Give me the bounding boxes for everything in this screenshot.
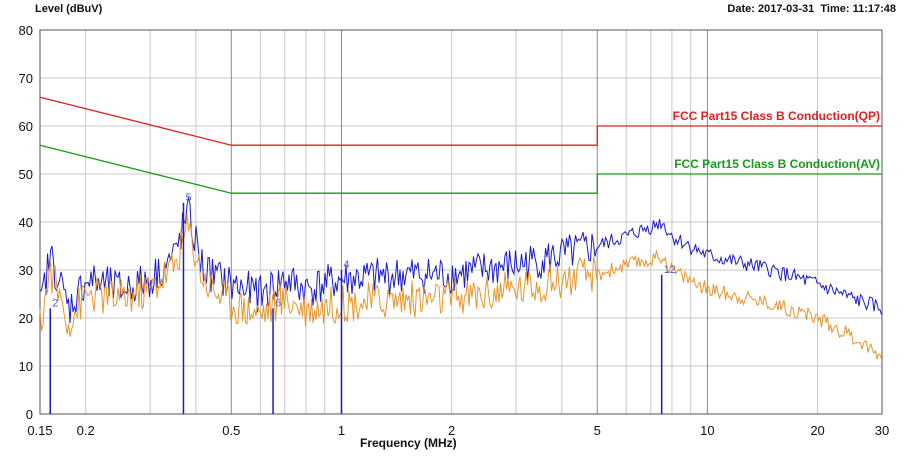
x-tick-label: 0.15	[27, 423, 52, 438]
x-tick-label: 0.5	[222, 423, 240, 438]
marker-label: 5	[185, 192, 191, 204]
series-line	[39, 96, 882, 146]
x-tick-label: 30	[875, 423, 889, 438]
series-label: FCC Part15 Class B Conduction(QP)	[673, 109, 880, 123]
x-axis-label: Frequency (MHz)	[360, 436, 457, 450]
series-line	[39, 144, 882, 194]
y-tick-label: 30	[19, 263, 33, 278]
marker-label: 6	[275, 297, 281, 309]
date-label: Date: 2017-03-31	[727, 3, 815, 15]
y-tick-label: 20	[19, 311, 33, 326]
y-tick-label: 10	[19, 359, 33, 374]
x-tick-label: 0.2	[77, 423, 95, 438]
time-label: Time: 11:17:48	[820, 3, 896, 15]
x-tick-label: 1	[338, 423, 345, 438]
y-tick-label: 60	[19, 119, 33, 134]
x-tick-label: 2	[448, 423, 455, 438]
y-tick-label: 80	[19, 23, 33, 38]
plot-frame	[39, 29, 883, 415]
y-tick-label: 50	[19, 167, 33, 182]
series-line	[39, 213, 882, 360]
date-time-label: Date: 2017-03-31 Time: 11:17:48	[727, 3, 896, 15]
marker-label: 4	[343, 259, 349, 271]
x-tick-label: 20	[810, 423, 824, 438]
y-tick-label: 70	[19, 71, 33, 86]
y-tick-label: 40	[19, 215, 33, 230]
x-tick-label: 10	[700, 423, 714, 438]
series-label: FCC Part15 Class B Conduction(AV)	[674, 157, 880, 171]
marker-label: 12	[664, 264, 676, 276]
y-axis-label: Level (dBuV)	[35, 3, 103, 15]
y-tick-label: 0	[26, 407, 33, 422]
x-tick-label: 5	[594, 423, 601, 438]
marker-label: 2	[52, 297, 58, 309]
